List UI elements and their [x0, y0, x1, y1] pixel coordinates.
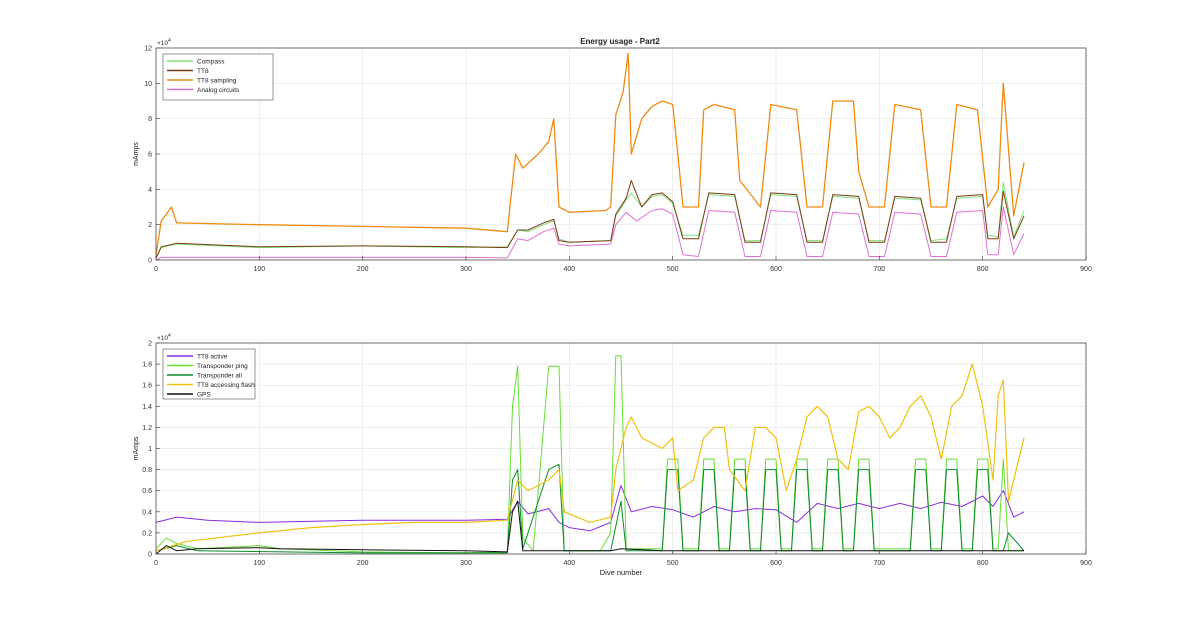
legend-label: TT8 — [197, 68, 209, 75]
y-exponent-power: 4 — [168, 333, 171, 339]
x-tick-label: 900 — [1080, 560, 1092, 567]
legend-label: Compass — [197, 59, 225, 66]
x-tick-label: 600 — [770, 266, 782, 273]
legend-label: TT8 active — [197, 354, 228, 361]
series-line-tt8 — [156, 180, 1025, 259]
x-tick-label: 300 — [460, 266, 472, 273]
series-group — [156, 52, 1025, 260]
series-line-tt8-accessing-flash — [156, 363, 1025, 552]
y-axis-label: mAmps — [133, 142, 140, 166]
y-tick-label: 8 — [148, 116, 152, 123]
series-group — [156, 355, 1025, 554]
y-tick-label: 2 — [148, 222, 152, 229]
x-tick-label: 500 — [667, 266, 679, 273]
y-tick-label: 10 — [144, 81, 152, 88]
y-tick-label: 0.8 — [142, 467, 152, 474]
y-tick-label: 1 — [148, 446, 152, 453]
y-tick-label: 0 — [148, 258, 152, 265]
bottom-panel: 0 100 200 300 400 500 600 700 800 900 0 0.2 0.4 0.6 0.… — [133, 333, 1092, 577]
legend-label: TT8 sampling — [197, 78, 237, 85]
x-tick-label: 400 — [563, 266, 575, 273]
x-tick-label: 400 — [563, 560, 575, 567]
y-tick-label: 1.6 — [142, 383, 152, 390]
series-line-tt8-sampling — [156, 52, 1025, 255]
series-line-analog-circuits — [156, 206, 1025, 260]
legend-label: TT8 accessing flash — [197, 382, 255, 389]
x-tick-label: 100 — [253, 266, 265, 273]
y-tick-label: 1.4 — [142, 404, 152, 411]
y-exponent-label: ×104 — [157, 333, 171, 342]
y-axis-label: mAmps — [133, 436, 140, 460]
y-tick-label: 1.2 — [142, 425, 152, 432]
x-tick-label: 200 — [357, 266, 369, 273]
y-exponent-power: 4 — [168, 38, 171, 44]
y-tick-label: 4 — [148, 187, 152, 194]
legend-box — [162, 348, 256, 400]
y-tick-label: 0.4 — [142, 509, 152, 516]
x-tick-label: 800 — [977, 560, 989, 567]
x-tick-label: 0 — [154, 560, 158, 567]
x-tick-label: 700 — [873, 266, 885, 273]
x-tick-label: 300 — [460, 560, 472, 567]
y-tick-label: 12 — [144, 46, 152, 53]
legend-label: Analog circuits — [197, 87, 240, 94]
top-panel: 0 100 200 300 400 500 600 700 800 900 0 2 4 6 8 10 12 ×10… — [133, 38, 1092, 273]
x-tick-label: 200 — [357, 560, 369, 567]
x-tick-label: 100 — [253, 560, 265, 567]
y-tick-label: 2 — [148, 341, 152, 348]
x-tick-label: 0 — [154, 266, 158, 273]
x-axis-label: Dive number — [600, 568, 643, 577]
y-exponent-label: ×104 — [157, 38, 171, 47]
y-tick-label: 0.2 — [142, 530, 152, 537]
x-tick-label: 500 — [667, 560, 679, 567]
y-tick-label: 0 — [148, 552, 152, 559]
y-tick-label: 0.6 — [142, 488, 152, 495]
x-tick-label: 600 — [770, 560, 782, 567]
series-line-transponder-all — [156, 463, 1025, 554]
y-tick-label: 6 — [148, 152, 152, 159]
x-tick-label: 900 — [1080, 266, 1092, 273]
x-tick-label: 800 — [977, 266, 989, 273]
y-tick-label: 1.8 — [142, 362, 152, 369]
x-tick-label: 700 — [873, 560, 885, 567]
legend-label: Transponder ping — [197, 363, 248, 370]
chart-title: Energy usage - Part2 — [580, 37, 660, 46]
legend-label: Transponder all — [197, 373, 242, 380]
series-line-gps — [156, 500, 1024, 554]
legend-label: GPS — [197, 392, 211, 399]
